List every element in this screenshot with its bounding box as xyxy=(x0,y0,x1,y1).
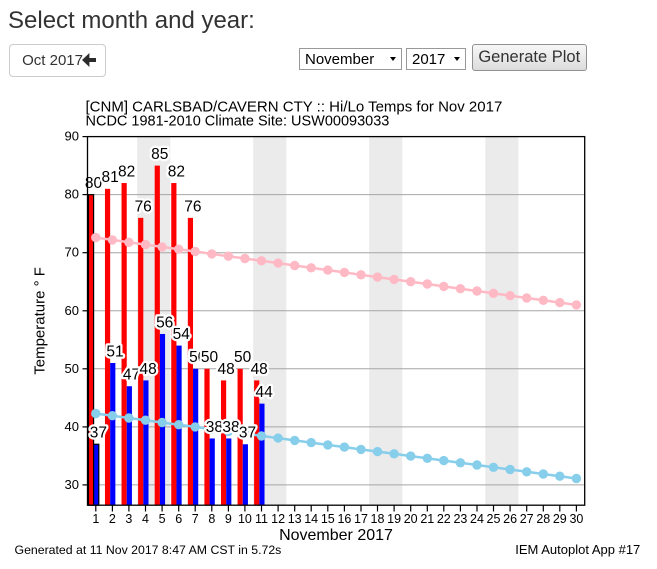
svg-text:12: 12 xyxy=(271,512,285,526)
svg-text:90: 90 xyxy=(65,129,79,144)
svg-text:4: 4 xyxy=(142,512,149,526)
svg-text:10: 10 xyxy=(238,512,252,526)
svg-text:48: 48 xyxy=(217,361,234,378)
svg-text:26: 26 xyxy=(503,512,517,526)
svg-text:2: 2 xyxy=(109,512,116,526)
svg-text:21: 21 xyxy=(420,512,434,526)
svg-text:18: 18 xyxy=(371,512,385,526)
svg-text:22: 22 xyxy=(437,512,451,526)
svg-text:19: 19 xyxy=(387,512,401,526)
svg-text:29: 29 xyxy=(553,512,567,526)
svg-text:Temperature ° F: Temperature ° F xyxy=(32,267,49,375)
svg-text:70: 70 xyxy=(65,245,79,260)
svg-text:6: 6 xyxy=(175,512,182,526)
svg-text:50: 50 xyxy=(65,361,79,376)
svg-text:17: 17 xyxy=(354,512,368,526)
svg-text:81: 81 xyxy=(101,169,118,186)
svg-text:23: 23 xyxy=(453,512,467,526)
svg-text:48: 48 xyxy=(251,361,268,378)
svg-text:20: 20 xyxy=(404,512,418,526)
svg-text:1: 1 xyxy=(92,512,99,526)
svg-text:44: 44 xyxy=(255,384,273,401)
svg-text:76: 76 xyxy=(135,198,152,215)
svg-text:40: 40 xyxy=(65,419,79,434)
svg-text:14: 14 xyxy=(304,512,318,526)
svg-text:38: 38 xyxy=(222,419,239,436)
svg-text:27: 27 xyxy=(520,512,534,526)
svg-text:November 2017: November 2017 xyxy=(279,527,393,544)
svg-text:38: 38 xyxy=(206,419,223,436)
svg-text:48: 48 xyxy=(139,361,156,378)
svg-text:82: 82 xyxy=(168,163,185,180)
svg-text:37: 37 xyxy=(90,425,107,442)
svg-text:50: 50 xyxy=(189,349,207,366)
svg-text:8: 8 xyxy=(208,512,215,526)
svg-text:60: 60 xyxy=(65,303,79,318)
svg-text:3: 3 xyxy=(125,512,132,526)
svg-text:56: 56 xyxy=(156,314,173,331)
svg-text:9: 9 xyxy=(225,512,232,526)
svg-text:76: 76 xyxy=(184,198,201,215)
svg-text:50: 50 xyxy=(201,349,219,366)
svg-text:80: 80 xyxy=(85,175,103,192)
svg-text:24: 24 xyxy=(470,512,484,526)
svg-text:51: 51 xyxy=(106,343,123,360)
svg-text:54: 54 xyxy=(173,326,191,343)
svg-text:Generated at 11 Nov 2017 8:47: Generated at 11 Nov 2017 8:47 AM CST in … xyxy=(15,543,282,557)
svg-text:50: 50 xyxy=(234,349,252,366)
svg-text:11: 11 xyxy=(255,512,268,526)
svg-text:80: 80 xyxy=(65,187,79,202)
svg-text:[CNM] CARLSBAD/CAVERN CTY :: H: [CNM] CARLSBAD/CAVERN CTY :: Hi/Lo Temps… xyxy=(86,99,503,116)
svg-text:37: 37 xyxy=(239,425,256,442)
svg-text:82: 82 xyxy=(118,163,135,180)
svg-text:30: 30 xyxy=(569,512,583,526)
svg-text:28: 28 xyxy=(536,512,550,526)
svg-text:5: 5 xyxy=(159,512,166,526)
svg-text:13: 13 xyxy=(288,512,302,526)
svg-text:25: 25 xyxy=(487,512,501,526)
svg-text:30: 30 xyxy=(65,477,79,492)
svg-text:16: 16 xyxy=(337,512,351,526)
svg-text:15: 15 xyxy=(321,512,335,526)
svg-text:NCDC 1981-2010 Climate Site: U: NCDC 1981-2010 Climate Site: USW00093033 xyxy=(86,114,390,130)
svg-text:85: 85 xyxy=(151,146,168,163)
svg-text:IEM Autoplot App #17: IEM Autoplot App #17 xyxy=(515,542,640,557)
svg-text:47: 47 xyxy=(123,367,140,384)
svg-text:7: 7 xyxy=(192,512,199,526)
